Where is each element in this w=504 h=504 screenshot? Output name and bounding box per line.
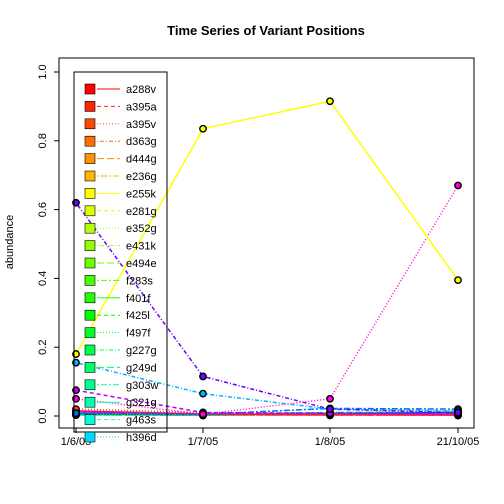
legend-label: d363g bbox=[126, 136, 157, 148]
y-tick-label: 0.0 bbox=[37, 408, 49, 423]
data-point bbox=[454, 181, 462, 190]
series-line bbox=[75, 202, 459, 414]
legend-label: g227g bbox=[126, 345, 157, 357]
legend-label: f401f bbox=[126, 293, 151, 305]
legend-swatch bbox=[84, 240, 96, 251]
legend-label: a395a bbox=[126, 101, 157, 113]
legend-swatch bbox=[84, 135, 96, 147]
data-point bbox=[326, 405, 334, 414]
y-tick-label: 0.4 bbox=[37, 271, 49, 286]
legend-swatch bbox=[84, 188, 96, 199]
y-tick-label: 0.8 bbox=[37, 133, 49, 148]
legend-swatch bbox=[84, 83, 96, 95]
legend-swatch bbox=[84, 222, 96, 234]
x-tick-label: 21/10/05 bbox=[437, 436, 480, 448]
series-line bbox=[75, 407, 459, 416]
legend-label: f497f bbox=[126, 328, 151, 340]
legend-label: e255k bbox=[126, 188, 156, 200]
data-point bbox=[199, 389, 207, 398]
legend-label: f425l bbox=[126, 310, 150, 322]
legend-swatch bbox=[84, 379, 96, 391]
data-point bbox=[199, 372, 207, 381]
legend-label: d444g bbox=[126, 154, 157, 166]
chart-title: Time Series of Variant Positions bbox=[167, 23, 365, 38]
legend-swatch bbox=[84, 292, 96, 304]
series-line bbox=[75, 361, 459, 412]
legend-swatch bbox=[84, 396, 96, 408]
legend-swatch bbox=[84, 362, 96, 373]
legend-box bbox=[73, 71, 168, 433]
legend-label: g321g bbox=[126, 397, 157, 409]
legend-label: g463s bbox=[126, 415, 156, 427]
y-tick-label: 0.6 bbox=[37, 202, 49, 217]
series-line bbox=[75, 185, 459, 416]
y-tick-label: 1.0 bbox=[37, 64, 49, 79]
series-line bbox=[75, 389, 459, 415]
series-line bbox=[75, 408, 459, 416]
legend-label: f283s bbox=[126, 275, 153, 287]
data-point bbox=[199, 410, 207, 419]
data-point bbox=[326, 394, 334, 403]
legend-swatch bbox=[84, 309, 96, 321]
legend-label: e494e bbox=[126, 258, 157, 270]
legend-swatch bbox=[84, 344, 96, 356]
legend-swatch bbox=[84, 327, 96, 338]
y-axis-title: abundance bbox=[4, 215, 16, 269]
series-line bbox=[75, 410, 459, 416]
legend-label: g303w bbox=[126, 380, 158, 392]
legend-label: e352g bbox=[126, 223, 157, 235]
legend-label: a288v bbox=[126, 84, 156, 96]
data-point bbox=[454, 276, 462, 285]
legend-swatch bbox=[84, 101, 96, 112]
legend-swatch bbox=[84, 205, 96, 217]
legend-label: g249d bbox=[126, 362, 157, 374]
legend-swatch bbox=[84, 257, 96, 269]
plot-area: 0.0 0.2 0.4 0.6 0.8 1.0 1/6/05 1/7/05 1/8/05 21/1… bbox=[37, 57, 480, 448]
legend-label: e236g bbox=[126, 171, 157, 183]
legend-swatch bbox=[84, 275, 96, 286]
data-point bbox=[454, 408, 462, 417]
data-point bbox=[326, 97, 334, 106]
x-tick-label: 1/6/05 bbox=[61, 436, 92, 448]
legend-swatch bbox=[84, 170, 96, 182]
x-tick-label: 1/8/05 bbox=[315, 436, 346, 448]
legend-swatch bbox=[84, 153, 96, 164]
legend-label: h396d bbox=[126, 432, 157, 444]
legend-label: e431k bbox=[126, 241, 156, 253]
legend-swatch bbox=[84, 414, 96, 425]
legend-label: a395v bbox=[126, 119, 156, 131]
y-tick-label: 0.2 bbox=[37, 340, 49, 355]
legend: a288v a395a a395v d363g d444g e236g e255k e281g… bbox=[73, 71, 168, 444]
series-line bbox=[75, 100, 459, 355]
legend-label: e281g bbox=[126, 206, 157, 218]
x-tick-label: 1/7/05 bbox=[188, 436, 219, 448]
data-point bbox=[199, 124, 207, 133]
plot-frame bbox=[58, 57, 475, 429]
legend-swatch bbox=[84, 118, 96, 130]
legend-swatch bbox=[84, 431, 96, 443]
